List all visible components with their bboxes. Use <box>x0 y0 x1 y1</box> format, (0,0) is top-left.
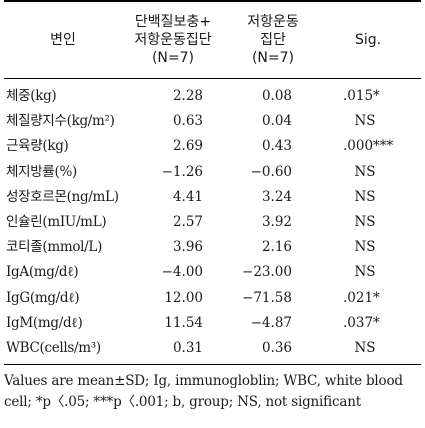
cell-variable: 체지방률(%) <box>6 163 77 180</box>
cell-variable: IgG(mg/dℓ) <box>6 289 80 306</box>
footnote-line1: Values are mean±SD; Ig, immunogloblin; W… <box>4 373 403 389</box>
cell-sig: NS <box>354 188 376 205</box>
cell-sig: NS <box>354 239 376 256</box>
cell-group1: 2.57 <box>172 213 203 230</box>
table-footnote: Values are mean±SD; Ig, immunogloblin; W… <box>4 371 421 413</box>
table-row: 근육량(kg) 2.69 0.43 .000*** <box>0 134 425 159</box>
cell-sig: NS <box>354 264 376 281</box>
cell-group1: 11.54 <box>164 314 203 331</box>
cell-group1: 12.00 <box>164 289 203 306</box>
cell-sig: NS <box>354 213 376 230</box>
table-body: 체중(kg) 2.28 0.08 .015* 체질량지수(kg/m²) 0.63… <box>0 84 425 361</box>
cell-group1: 3.96 <box>172 239 203 256</box>
cell-sig: .000*** <box>343 138 394 155</box>
cell-group2: 0.43 <box>261 138 292 155</box>
table-row: 체지방률(%) −1.26 −0.60 NS <box>0 160 425 185</box>
cell-group1: 0.63 <box>172 113 203 130</box>
cell-sig: .037* <box>343 314 380 331</box>
cell-group2: 0.08 <box>261 88 292 104</box>
cell-group2: −0.60 <box>250 163 292 180</box>
cell-group2: −71.58 <box>242 289 292 306</box>
table-row: 코티졸(mmol/L) 3.96 2.16 NS <box>0 235 425 260</box>
cell-group2: 3.92 <box>261 213 292 230</box>
cell-group2: 2.16 <box>261 239 292 256</box>
cell-variable: 체질량지수(kg/m²) <box>6 113 115 130</box>
footnote-line2: cell; *p〈.05; ***p〈.001; b, group; NS, n… <box>4 394 361 410</box>
cell-variable: 근육량(kg) <box>6 138 69 155</box>
table-row: IgM(mg/dℓ) 11.54 −4.87 .037* <box>0 311 425 336</box>
cell-group1: −1.26 <box>161 163 203 180</box>
cell-sig: NS <box>354 163 376 180</box>
table-header-rule <box>4 78 421 79</box>
cell-variable: IgM(mg/dℓ) <box>6 314 83 331</box>
header-group2-line2: 집단 <box>260 32 286 48</box>
table-bottom-rule <box>4 364 421 365</box>
header-resistance-group: 저항운동 집단 (N=7) <box>228 4 318 76</box>
table-row: IgG(mg/dℓ) 12.00 −71.58 .021* <box>0 286 425 311</box>
header-group2-line1: 저항운동 <box>247 14 299 30</box>
table-row: 체중(kg) 2.28 0.08 .015* <box>0 84 425 109</box>
cell-variable: 성장호르몬(ng/mL) <box>6 188 119 205</box>
cell-sig: .015* <box>343 88 380 104</box>
cell-group2: 0.36 <box>261 339 292 356</box>
cell-variable: 체중(kg) <box>6 88 57 104</box>
cell-variable: 코티졸(mmol/L) <box>6 239 103 256</box>
cell-group2: −4.87 <box>250 314 292 331</box>
table-row: 체질량지수(kg/m²) 0.63 0.04 NS <box>0 109 425 134</box>
cell-variable: IgA(mg/dℓ) <box>6 264 79 281</box>
header-sig: Sig. <box>354 32 382 48</box>
table-row: 성장호르몬(ng/mL) 4.41 3.24 NS <box>0 185 425 210</box>
table-row: IgA(mg/dℓ) −4.00 −23.00 NS <box>0 260 425 285</box>
cell-group2: −23.00 <box>242 264 292 281</box>
header-group1-line3: (N=7) <box>151 50 195 66</box>
cell-group1: 4.41 <box>172 188 203 205</box>
header-group1-line1: 단백질보충+ <box>134 14 212 30</box>
cell-group1: −4.00 <box>161 264 203 281</box>
header-variable: 변인 <box>50 32 76 48</box>
table-top-rule <box>4 0 421 2</box>
header-protein-resistance-group: 단백질보충+ 저항운동집단 (N=7) <box>118 4 228 76</box>
cell-sig: NS <box>354 113 376 130</box>
cell-group2: 0.04 <box>261 113 292 130</box>
table-row: WBC(cells/m³) 0.31 0.36 NS <box>0 336 425 361</box>
cell-group2: 3.24 <box>261 188 292 205</box>
cell-group1: 0.31 <box>172 339 203 356</box>
header-group2-line3: (N=7) <box>251 50 295 66</box>
cell-sig: NS <box>354 339 376 356</box>
cell-variable: WBC(cells/m³) <box>6 339 101 356</box>
table-row: 인슐린(mIU/mL) 2.57 3.92 NS <box>0 210 425 235</box>
cell-sig: .021* <box>343 289 380 306</box>
cell-group1: 2.28 <box>172 88 203 104</box>
cell-variable: 인슐린(mIU/mL) <box>6 213 107 230</box>
cell-group1: 2.69 <box>172 138 203 155</box>
header-group1-line2: 저항운동집단 <box>134 32 212 48</box>
